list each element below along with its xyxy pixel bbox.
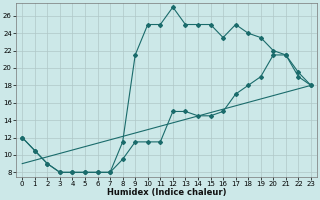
X-axis label: Humidex (Indice chaleur): Humidex (Indice chaleur) <box>107 188 226 197</box>
